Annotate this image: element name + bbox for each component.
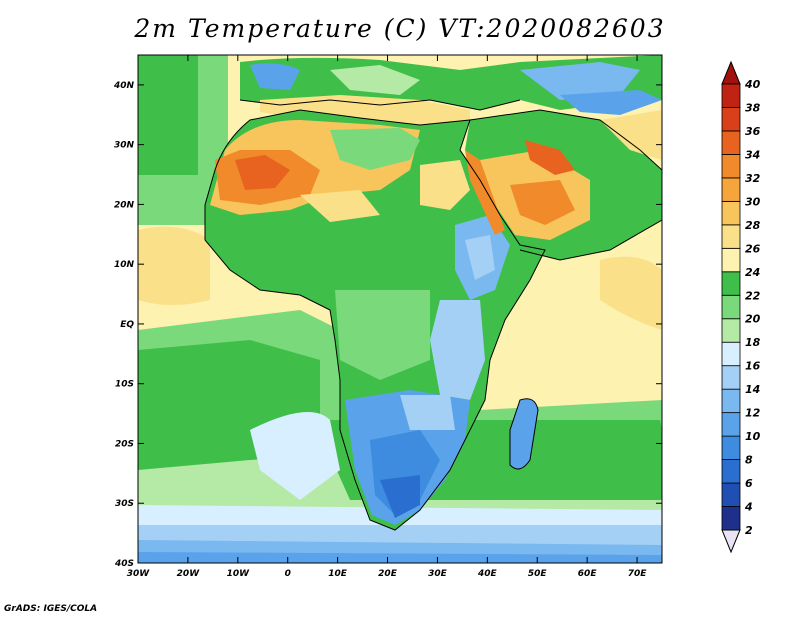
south-band-10 — [138, 552, 662, 563]
sahel-band — [210, 210, 450, 265]
congo-basin — [335, 290, 430, 380]
y-tick-label: 20N — [114, 200, 135, 210]
colorbar-bin — [721, 177, 741, 202]
colorbar-label: 14 — [745, 383, 760, 396]
colorbar-min-extension — [721, 529, 741, 554]
colorbar-bin — [721, 130, 741, 155]
colorbar-label: 34 — [745, 148, 760, 161]
sudan-warm — [420, 160, 470, 210]
colorbar-label: 26 — [745, 242, 761, 255]
east-african-plateau — [430, 300, 485, 400]
red-sea-hot — [465, 150, 505, 235]
iran-warm — [600, 110, 662, 160]
x-tick-label: 40E — [477, 569, 498, 579]
ethiopia-core — [465, 235, 495, 280]
arabia-coastline — [469, 109, 662, 261]
map-title: 2m Temperature (C) VT:2020082603 — [134, 14, 666, 43]
colorbar-bin — [721, 154, 741, 179]
x-axis: 30W 20W 10W 0 10E 20E 30E 40E 50E 60E 70E — [127, 55, 647, 579]
gulf-of-guinea-warm — [138, 226, 210, 305]
y-tick-label: 30N — [114, 141, 135, 151]
central-sahara-mild — [330, 128, 420, 170]
colorbar-bin — [721, 271, 741, 296]
x-tick-label: 20W — [177, 569, 201, 579]
x-tick-label: 20E — [378, 569, 398, 579]
x-tick-label: 60E — [578, 569, 598, 579]
benguela-cold-tongue — [250, 412, 340, 500]
y-tick-label: 20S — [115, 439, 134, 449]
africa-coastline — [204, 109, 546, 531]
madagascar-coastline — [509, 398, 539, 470]
coastlines — [204, 99, 662, 531]
colorbar-bin — [721, 506, 741, 531]
colorbar-bin — [721, 107, 741, 132]
x-tick-label: 50E — [528, 569, 548, 579]
temperature-field — [138, 55, 662, 563]
south-africa-coldest — [380, 475, 420, 518]
colorbar-bin — [721, 224, 741, 249]
europe-coastline — [239, 99, 521, 111]
mauritania-hottest — [235, 155, 290, 190]
colorbar-label: 8 — [745, 454, 753, 467]
colorbar-label: 12 — [745, 407, 761, 420]
colorbar-label: 28 — [745, 219, 761, 232]
y-tick-label: 30S — [115, 499, 134, 509]
caucasus-cool — [520, 62, 640, 100]
colorbar-bin — [721, 435, 741, 460]
colorbar-label: 6 — [745, 477, 753, 490]
colorbar-label: 16 — [745, 360, 761, 373]
arabian-sea-warm — [600, 256, 662, 330]
zagros-cool — [560, 90, 662, 115]
colorbar-bin — [721, 482, 741, 507]
zambia-mild — [400, 395, 455, 430]
colorbar-label: 38 — [745, 101, 761, 114]
credit-label: GrADS: IGES/COLA — [4, 604, 98, 614]
x-tick-label: 10E — [328, 569, 348, 579]
x-tick-label: 30W — [127, 569, 151, 579]
colorbar-max-extension — [721, 60, 741, 85]
y-tick-label: 10S — [115, 380, 134, 390]
x-tick-label: 30E — [428, 569, 448, 579]
colorbar-label: 2 — [745, 524, 753, 537]
colorbar-label: 36 — [745, 125, 761, 138]
x-tick-label: 10W — [227, 569, 251, 579]
colorbar-bin — [721, 294, 741, 320]
colorbar-bin — [721, 247, 741, 273]
colorbar-bin — [721, 412, 741, 437]
italy-region — [330, 65, 420, 95]
persian-gulf-hot — [525, 140, 575, 175]
mediterranean-sea — [260, 95, 470, 128]
colorbar-bin — [721, 318, 741, 343]
colorbar-label: 18 — [745, 336, 761, 349]
y-axis: 40S 30S 20S 10S EQ 10N 20N 30N 40N — [113, 81, 662, 569]
colorbar-label: 40 — [744, 78, 761, 91]
x-tick-label: 70E — [628, 569, 648, 579]
colorbar-bin — [721, 365, 741, 390]
colorbar-label: 20 — [745, 313, 761, 326]
niger-warm — [300, 190, 380, 222]
y-tick-label: 40N — [113, 81, 135, 91]
x-tick-label: 0 — [285, 569, 291, 579]
colorbar-label: 4 — [744, 501, 753, 514]
colorbar-label: 32 — [745, 172, 761, 185]
colorbar-bin — [721, 388, 741, 414]
y-tick-label: EQ — [120, 320, 134, 330]
atlantic-north-coast — [138, 55, 198, 175]
colorbar-label: 24 — [745, 266, 760, 279]
colorbar-bin — [721, 341, 741, 367]
colorbar-bin — [721, 459, 741, 484]
colorbar-bin — [721, 200, 741, 226]
plot-frame — [137, 54, 663, 564]
colorbar-label: 10 — [745, 430, 761, 443]
colorbar-bin — [721, 83, 741, 108]
y-tick-label: 10N — [114, 260, 135, 270]
colorbar-label: 30 — [745, 195, 761, 208]
colorbar-label: 22 — [745, 289, 761, 302]
iberia-cool — [250, 63, 300, 90]
arabia-very-hot — [510, 180, 575, 225]
y-tick-label: 40S — [114, 559, 134, 569]
